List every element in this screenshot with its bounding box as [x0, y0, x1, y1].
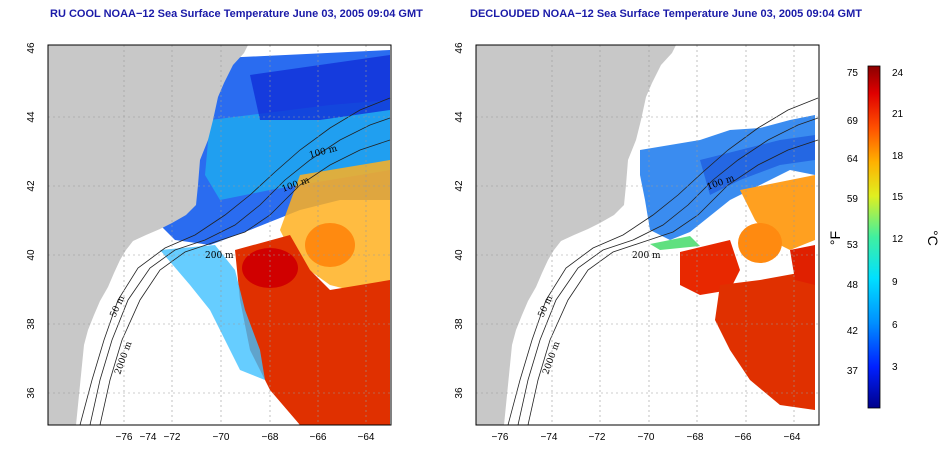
left-y-tick-label: 40 — [26, 249, 37, 261]
left-y-tick-label: 46 — [26, 42, 37, 54]
right-warm-eddy — [738, 223, 782, 263]
right-map-frame — [475, 44, 820, 426]
left-panel-title: RU COOL NOAA−12 Sea Surface Temperature … — [50, 8, 423, 20]
left-warm-eddy — [305, 223, 355, 267]
colorbar-c-label: 24 — [892, 68, 904, 79]
colorbar-f-label: 59 — [847, 194, 859, 205]
colorbar-c-label: 12 — [892, 234, 904, 245]
right-label-200m: 200 m — [632, 251, 661, 261]
right-slope-water — [740, 175, 815, 250]
left-contour-200m — [89, 117, 391, 425]
right-x-tick-label: −68 — [687, 432, 704, 443]
colorbar-f-label: 64 — [847, 154, 859, 165]
colorbar-f-label: 69 — [847, 116, 859, 127]
left-y-axis: 36 38 40 42 44 46 — [26, 42, 37, 399]
left-map-panel — [48, 45, 391, 425]
right-y-tick-label: 38 — [454, 318, 465, 330]
right-map-panel — [476, 45, 819, 425]
right-panel-title: DECLOUDED NOAA−12 Sea Surface Temperatur… — [470, 8, 862, 20]
colorbar-f-label: 42 — [847, 326, 859, 337]
left-x-tick-label: −66 — [310, 432, 327, 443]
left-y-tick-label: 44 — [26, 111, 37, 123]
colorbar-fahrenheit-unit: °F — [827, 231, 843, 245]
right-front-patch — [650, 236, 700, 250]
right-x-tick-label: −64 — [784, 432, 801, 443]
colorbar-fahrenheit-ticks: 75 69 64 59 53 48 42 37 — [847, 68, 859, 377]
left-gulf-of-maine-water — [250, 55, 390, 120]
right-x-tick-label: −76 — [492, 432, 509, 443]
right-warm-patch — [680, 240, 740, 295]
right-y-tick-label: 46 — [454, 42, 465, 54]
right-x-tick-label: −74 — [541, 432, 558, 443]
right-gulf-stream — [715, 270, 815, 410]
left-x-tick-label: −74 — [140, 432, 157, 443]
colorbar-c-label: 18 — [892, 151, 904, 162]
right-y-tick-label: 40 — [454, 249, 465, 261]
colorbar-f-label: 75 — [847, 68, 859, 79]
colorbar-scale — [867, 65, 881, 409]
left-y-tick-label: 38 — [26, 318, 37, 330]
right-contour-50m — [507, 97, 819, 425]
colorbar-c-label: 6 — [892, 320, 898, 331]
left-warm-core-ring — [242, 248, 298, 288]
colorbar-f-label: 37 — [847, 366, 859, 377]
left-x-tick-label: −64 — [358, 432, 375, 443]
left-y-tick-label: 42 — [26, 180, 37, 192]
right-contour-200m — [517, 117, 819, 425]
left-map-frame — [47, 44, 392, 426]
right-x-tick-label: −66 — [735, 432, 752, 443]
left-x-tick-label: −76 — [116, 432, 133, 443]
left-x-tick-label: −68 — [262, 432, 279, 443]
right-contour-2000m — [527, 139, 819, 425]
right-y-tick-label: 42 — [454, 180, 465, 192]
left-x-axis: −76 −74 −72 −70 −68 −66 −64 — [116, 432, 375, 443]
right-y-tick-label: 44 — [454, 111, 465, 123]
colorbar-c-label: 15 — [892, 192, 904, 203]
colorbar-celsius-ticks: 24 21 18 15 12 9 6 3 — [892, 68, 904, 373]
colorbar-celsius-unit: °C — [925, 230, 941, 246]
left-y-tick-label: 36 — [26, 387, 37, 399]
colorbar-f-label: 48 — [847, 280, 859, 291]
right-x-tick-label: −72 — [589, 432, 606, 443]
right-y-tick-label: 36 — [454, 387, 465, 399]
colorbar-c-label: 3 — [892, 362, 898, 373]
left-grid — [48, 45, 391, 425]
left-x-tick-label: −70 — [213, 432, 230, 443]
left-x-tick-label: −72 — [164, 432, 181, 443]
right-x-tick-label: −70 — [638, 432, 655, 443]
left-inshore-water — [160, 245, 265, 380]
right-x-axis: −76 −74 −72 −70 −68 −66 −64 — [492, 432, 801, 443]
right-grid — [476, 45, 819, 425]
left-contour-50m — [79, 97, 391, 425]
right-y-axis: 36 38 40 42 44 46 — [454, 42, 465, 399]
colorbar-f-label: 53 — [847, 240, 859, 251]
colorbar-c-label: 9 — [892, 277, 898, 288]
left-label-200m: 200 m — [205, 251, 234, 261]
left-contour-2000m — [99, 139, 391, 425]
colorbar-c-label: 21 — [892, 109, 904, 120]
